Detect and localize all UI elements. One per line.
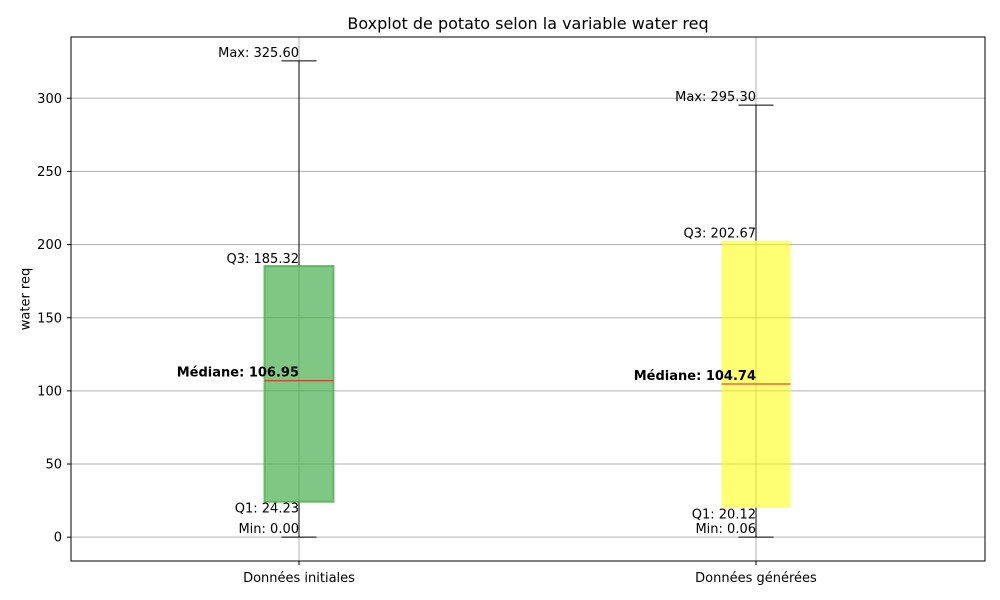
ticks: 0 50 100 150 200 250 300 Données initiales Donné… bbox=[37, 92, 817, 586]
median-label: Médiane: 106.95 bbox=[177, 366, 299, 381]
iqr-box bbox=[721, 240, 791, 508]
y-axis-label: water req bbox=[19, 268, 34, 330]
min-label: Min: 0.00 bbox=[238, 522, 299, 537]
y-tick-label: 100 bbox=[37, 384, 62, 399]
min-label: Min: 0.06 bbox=[695, 522, 756, 537]
max-label: Max: 295.30 bbox=[675, 90, 756, 105]
q3-label: Q3: 185.32 bbox=[226, 252, 299, 267]
y-tick-label: 50 bbox=[45, 458, 62, 473]
median-label: Médiane: 104.74 bbox=[634, 369, 756, 384]
y-tick-label: 300 bbox=[37, 92, 62, 107]
y-tick-label: 200 bbox=[37, 238, 62, 253]
box-2 bbox=[721, 104, 791, 538]
x-tick-label: Données initiales bbox=[243, 571, 355, 586]
plot-frame bbox=[70, 36, 986, 562]
q1-label: Q1: 24.23 bbox=[235, 502, 299, 517]
y-tick-label: 150 bbox=[37, 311, 62, 326]
y-tick-label: 250 bbox=[37, 165, 62, 180]
iqr-box bbox=[263, 265, 335, 503]
q3-label: Q3: 202.67 bbox=[683, 227, 756, 242]
y-tick-label: 0 bbox=[54, 531, 62, 546]
x-tick-label: Données générées bbox=[695, 571, 817, 586]
q1-label: Q1: 20.12 bbox=[692, 508, 756, 523]
box-1 bbox=[263, 60, 335, 538]
chart-title: Boxplot de potato selon la variable wate… bbox=[347, 14, 708, 33]
annotations: Max: 325.60 Q3: 185.32 Médiane: 106.95 Q1: … bbox=[177, 46, 756, 537]
max-label: Max: 325.60 bbox=[218, 46, 299, 61]
grid bbox=[71, 37, 985, 561]
boxes bbox=[263, 60, 791, 538]
